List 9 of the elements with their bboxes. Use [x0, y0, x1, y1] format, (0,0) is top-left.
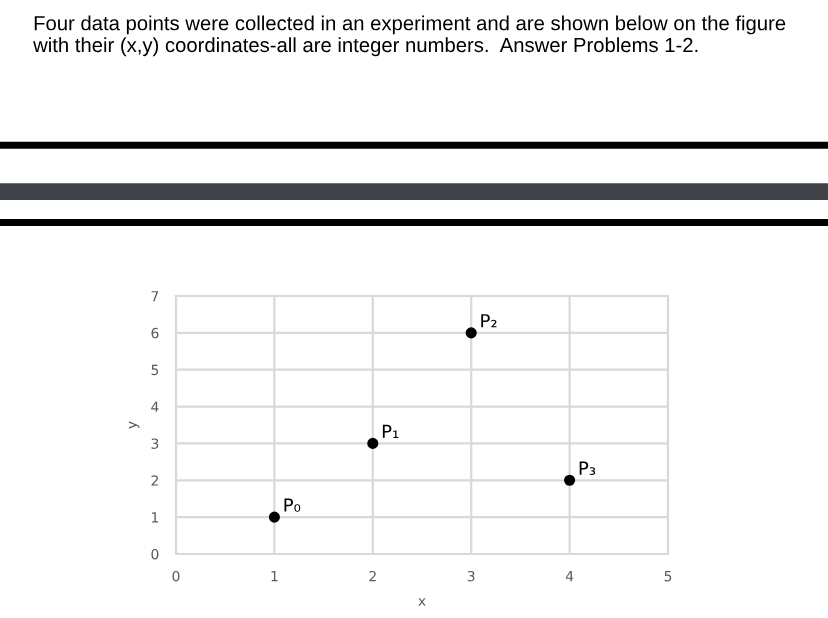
annotation: P₃ [579, 461, 596, 475]
annotation: P₀ [284, 498, 301, 512]
chart-title: Four data points were collected in an experiment and are shown below on the figure with their (x,y) coordinates-all are integer numbers. Answer Problems 1-2. [33, 15, 786, 57]
point [564, 474, 576, 486]
point [367, 437, 379, 449]
annotation: P₂ [481, 314, 497, 328]
point [465, 327, 477, 339]
annotation: P₁ [382, 424, 399, 438]
point [268, 511, 280, 523]
